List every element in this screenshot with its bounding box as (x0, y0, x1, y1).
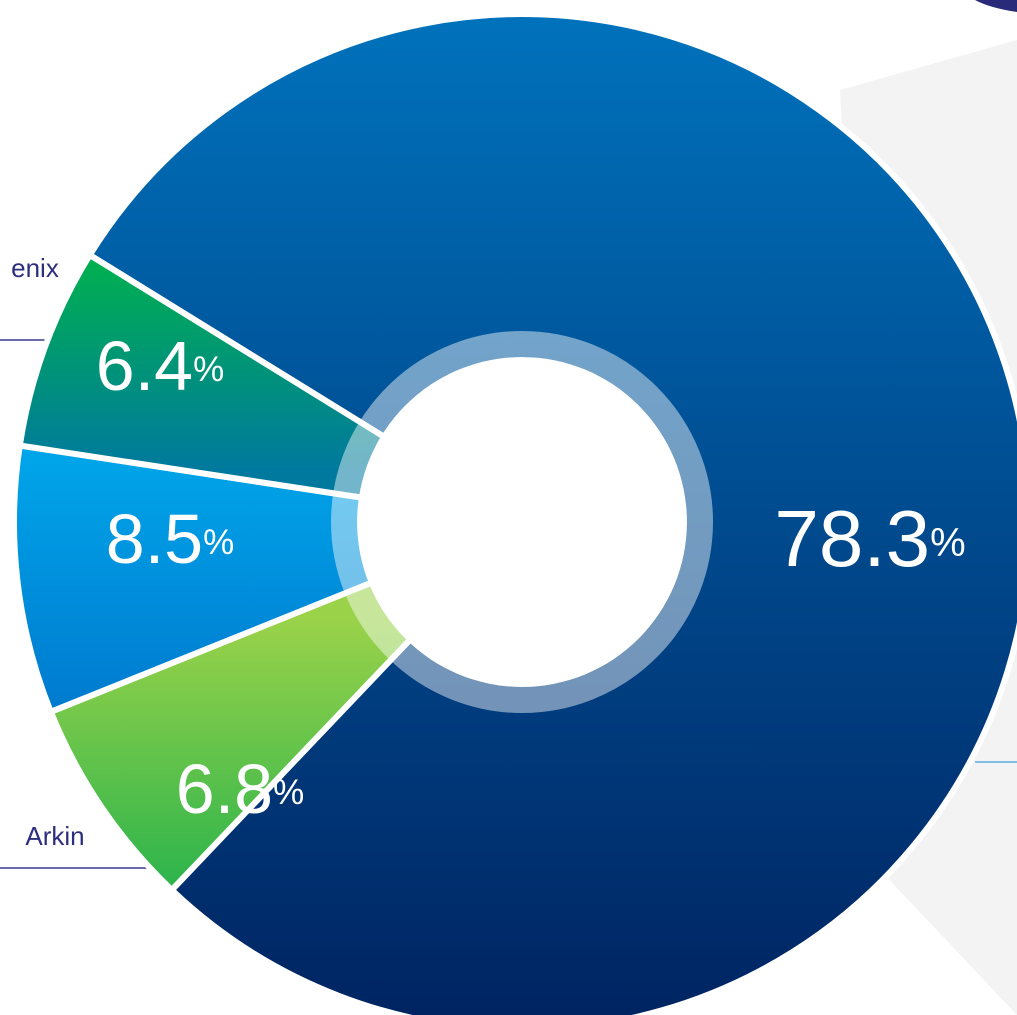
category-label: enix (11, 253, 59, 283)
value-label: 78.3% (774, 494, 965, 583)
value-label: 8.5% (106, 500, 234, 578)
category-label: Arkin (25, 821, 84, 851)
donut-hole (357, 357, 687, 687)
inner-ring (331, 331, 713, 713)
value-label: 6.8% (176, 750, 304, 828)
corner-shape (975, 0, 1017, 12)
value-label: 6.4% (96, 327, 224, 405)
